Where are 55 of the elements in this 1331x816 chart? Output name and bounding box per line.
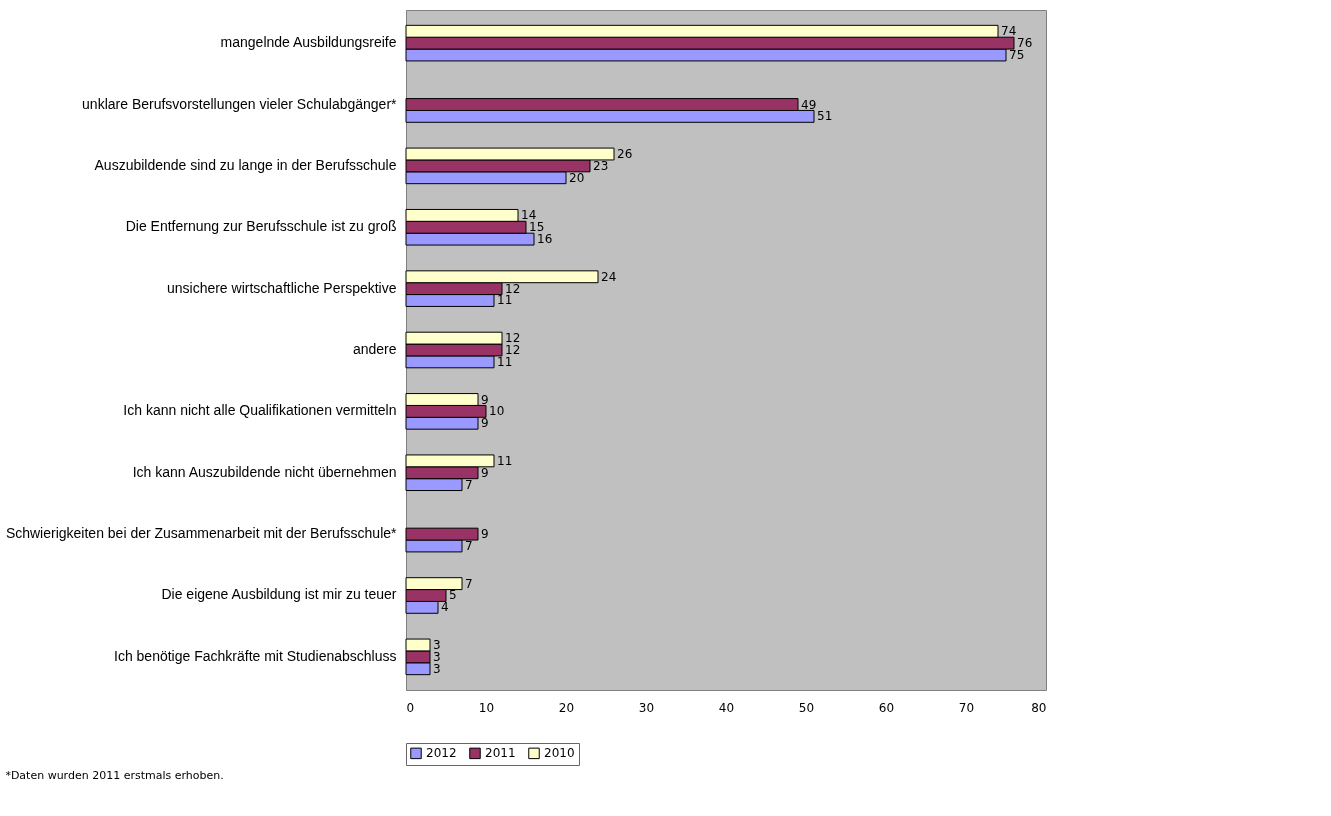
x-tick-label: 60 (878, 700, 895, 715)
y-tick-label: andere (352, 341, 397, 357)
data-label: 10 (489, 404, 505, 419)
data-label: 49 (801, 97, 817, 112)
data-label: 24 (601, 269, 617, 284)
data-label: 7 (465, 477, 473, 492)
data-label: 5 (449, 588, 457, 603)
y-tick-label: mangelnde Ausbildungsreife (220, 34, 397, 51)
data-label: 16 (537, 232, 553, 247)
y-tick-label: Ich benötige Fachkräfte mit Studienabschluss (114, 647, 397, 664)
y-tick-label: Ich kann Auszubildende nicht übernehmen (132, 463, 397, 480)
y-tick-label: Die eigene Ausbildung ist mir zu teuer (161, 586, 397, 603)
data-label: 7 (465, 538, 473, 553)
x-tick-label: 80 (1031, 700, 1047, 715)
y-tick-label: unsichere wirtschaftliche Perspektive (166, 279, 397, 296)
data-label: 7 (465, 576, 473, 591)
y-tick-label: Die Entfernung zur Berufsschule ist zu groß (125, 218, 397, 235)
data-label: 3 (433, 649, 441, 664)
data-label: 9 (481, 416, 489, 431)
data-label: 12 (505, 331, 521, 346)
data-label: 20 (569, 170, 585, 185)
data-label: 4 (441, 600, 449, 615)
y-tick-label: unklare Berufsvorstellungen vieler Schulabgänger* (82, 95, 398, 112)
x-tick-label: 10 (478, 700, 495, 715)
data-label: 3 (433, 661, 441, 676)
x-tick-label: 40 (718, 700, 735, 715)
x-tick-label: 50 (798, 700, 815, 715)
x-tick-label: 30 (638, 700, 655, 715)
x-tick-label: 20 (558, 700, 575, 715)
data-label: 9 (481, 465, 489, 480)
data-label: 9 (481, 527, 489, 542)
legend-label: 2011 (485, 746, 516, 761)
data-label: 14 (521, 208, 537, 223)
data-label: 51 (817, 109, 833, 124)
data-label: 11 (497, 354, 513, 369)
data-label: 11 (497, 293, 513, 308)
data-label: 11 (497, 453, 513, 468)
y-tick-label: Ich kann nicht alle Qualifikationen vermitteln (123, 402, 397, 419)
data-label: 75 (1009, 48, 1025, 63)
data-label: 26 (617, 147, 633, 162)
data-label: 23 (593, 158, 609, 173)
data-label: 12 (505, 343, 521, 357)
y-tick-label: Auszubildende sind zu lange in der Berufsschule (94, 156, 397, 173)
data-label: 3 (433, 637, 441, 652)
data-label: 15 (529, 220, 545, 235)
x-tick-label: 0 (406, 700, 415, 715)
y-tick-label: Schwierigkeiten bei der Zusammenarbeit mit der Berufsschule* (5, 525, 398, 542)
data-label: 74 (1001, 24, 1017, 39)
legend-label: 2010 (544, 746, 575, 761)
legend-label: 2012 (426, 746, 457, 761)
data-label: 12 (505, 281, 521, 296)
x-tick-label: 70 (958, 700, 975, 715)
text: *Daten wurden 2011 erstmals erhoben. (5, 768, 224, 782)
data-label: 9 (481, 392, 489, 407)
data-label: 76 (1017, 36, 1033, 51)
